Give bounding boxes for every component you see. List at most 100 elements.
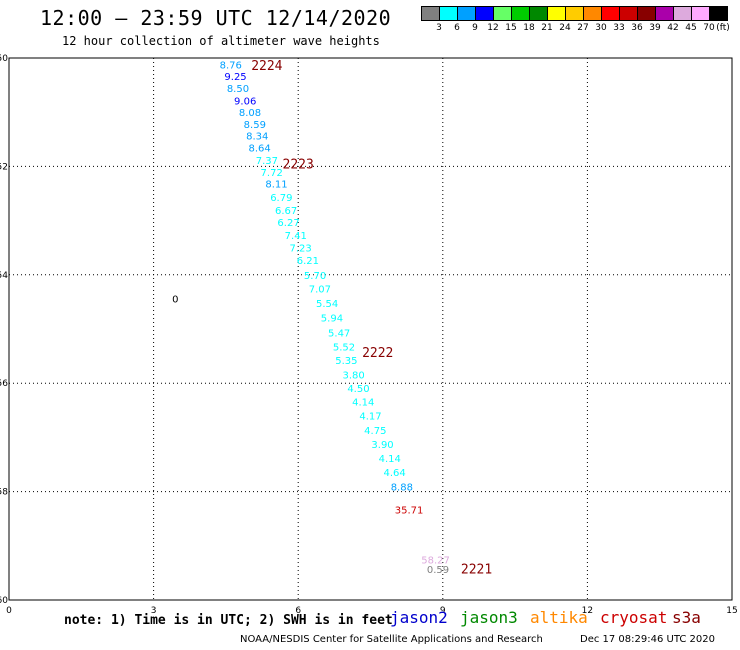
legend-label: 12 (487, 23, 499, 33)
x-tick-label: 15 (726, 606, 737, 616)
legend-unit: (ft) (716, 23, 730, 33)
wave-height-point: 6.21 (297, 256, 319, 267)
footer-note: note: 1) Time is in UTC; 2) SWH is in fe… (64, 613, 393, 628)
wave-height-point: 35.71 (395, 505, 424, 516)
y-tick-label: -54 (0, 271, 8, 281)
credit-line: NOAA/NESDIS Center for Satellite Applica… (240, 634, 543, 645)
color-legend (421, 6, 728, 21)
wave-height-point: 4.50 (347, 384, 369, 395)
y-tick-label: -56 (0, 379, 8, 389)
legend-swatch (458, 6, 476, 21)
track-label: 2222 (362, 346, 393, 361)
legend-swatch (476, 6, 494, 21)
track-label: 2223 (283, 158, 314, 173)
wave-height-point: 7.37 (256, 156, 278, 167)
wave-height-point: 5.35 (335, 356, 357, 367)
x-tick-label: 12 (582, 606, 593, 616)
legend-label: 6 (454, 23, 460, 33)
wave-height-point: 5.94 (321, 314, 343, 325)
x-tick-label: 6 (295, 606, 301, 616)
wave-height-point: 7.41 (285, 231, 307, 242)
wave-height-point: 58.27 (421, 555, 450, 566)
satellite-cryosat: cryosat (600, 608, 668, 627)
wave-height-point: 3.90 (371, 440, 393, 451)
legend-swatch (656, 6, 674, 21)
wave-height-point: 5.52 (333, 342, 355, 353)
wave-height-point: 6.67 (275, 206, 297, 217)
wave-height-point: 8.08 (239, 108, 261, 119)
legend-swatch (494, 6, 512, 21)
track-label: 2221 (461, 563, 492, 578)
x-tick-label: 3 (151, 606, 157, 616)
wave-height-point: 8.34 (246, 132, 268, 143)
wave-height-point: 4.14 (352, 398, 374, 409)
y-tick-label: -50 (0, 54, 8, 64)
legend-swatch (638, 6, 656, 21)
wave-height-point: 7.23 (289, 244, 311, 255)
legend-label: 21 (541, 23, 553, 33)
y-tick-label: -52 (0, 162, 8, 172)
wave-height-point: 7.72 (261, 168, 283, 179)
legend-label: 39 (649, 23, 661, 33)
satellite-jason3: jason3 (460, 608, 518, 627)
legend-swatch (530, 6, 548, 21)
wave-height-point: 0 (172, 295, 178, 306)
wave-height-point: 4.75 (364, 426, 386, 437)
legend-swatch (710, 6, 728, 21)
legend-label: 15 (505, 23, 517, 33)
legend-swatch (674, 6, 692, 21)
chart-title: 12:00 – 23:59 UTC 12/14/2020 (40, 6, 392, 30)
wave-height-point: 6.79 (270, 193, 292, 204)
legend-swatch (440, 6, 458, 21)
wave-height-point: 9.25 (224, 72, 246, 83)
legend-label: 18 (523, 23, 535, 33)
chart-subtitle: 12 hour collection of altimeter wave hei… (62, 34, 380, 48)
wave-height-point: 9.06 (234, 96, 256, 107)
wave-height-point: 4.64 (383, 468, 405, 479)
wave-height-point: 4.17 (359, 412, 381, 423)
legend-label: 70 (703, 23, 715, 33)
satellite-altika: altika (530, 608, 588, 627)
legend-label: 27 (577, 23, 589, 33)
y-tick-label: -58 (0, 488, 8, 498)
legend-label: 45 (685, 23, 697, 33)
plot-frame (8, 57, 733, 601)
legend-label: 9 (472, 23, 478, 33)
color-legend-labels: 3 6 9 12 15 18 21 24 27 30 33 36 39 42 45 70 (ft) (421, 23, 740, 33)
track-label: 2224 (251, 59, 282, 74)
legend-swatch (620, 6, 638, 21)
wave-height-point: 5.54 (316, 299, 338, 310)
wave-height-point: 8.50 (227, 84, 249, 95)
wave-height-point: 8.59 (244, 120, 266, 131)
wave-height-point: 5.70 (304, 271, 326, 282)
satellite-s3a: s3a (672, 608, 701, 627)
legend-label: 3 (436, 23, 442, 33)
wave-height-point: 8.64 (249, 143, 271, 154)
wave-height-point: 4.14 (379, 454, 401, 465)
wave-height-point: 8.11 (265, 180, 287, 191)
wave-height-point: 6.27 (277, 218, 299, 229)
wave-height-point: 3.80 (342, 371, 364, 382)
wave-height-point: 5.47 (328, 328, 350, 339)
legend-swatch (692, 6, 710, 21)
legend-label: 36 (631, 23, 643, 33)
wave-height-point: 8.76 (220, 61, 242, 72)
legend-label: 24 (559, 23, 571, 33)
wave-height-point: 7.07 (309, 284, 331, 295)
legend-swatch (566, 6, 584, 21)
satellite-jason2: jason2 (390, 608, 448, 627)
legend-swatch (421, 6, 440, 21)
timestamp: Dec 17 08:29:46 UTC 2020 (580, 634, 715, 645)
wave-height-point: 0.59 (427, 565, 449, 576)
wave-height-point: 8.88 (391, 483, 413, 494)
y-tick-label: -60 (0, 596, 8, 606)
x-tick-label: 0 (6, 606, 12, 616)
legend-label: 30 (595, 23, 607, 33)
legend-swatch (602, 6, 620, 21)
legend-label: 42 (667, 23, 679, 33)
legend-swatch (512, 6, 530, 21)
legend-swatch (548, 6, 566, 21)
x-tick-label: 9 (440, 606, 446, 616)
legend-swatch (584, 6, 602, 21)
